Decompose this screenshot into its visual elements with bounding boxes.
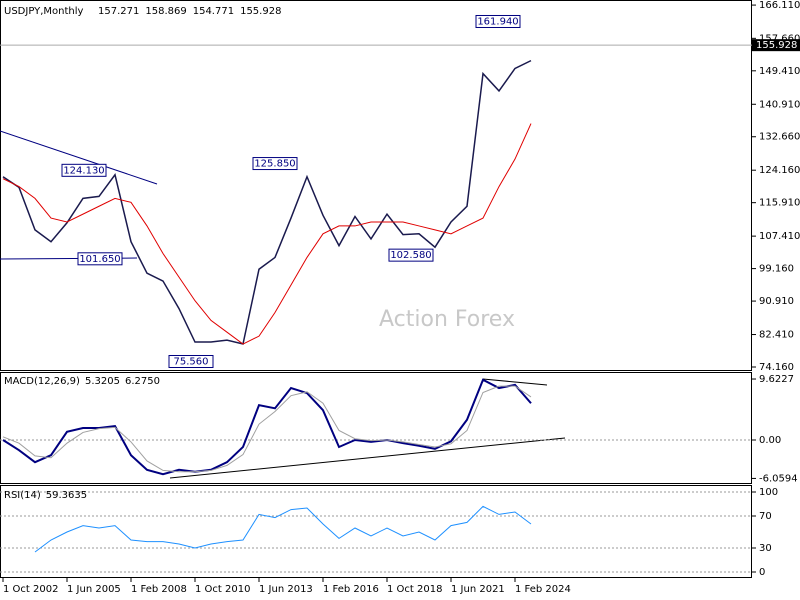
y-tick-label: 74.160 bbox=[759, 362, 794, 373]
x-tick-label: 1 Feb 2016 bbox=[323, 584, 379, 595]
series-line bbox=[34, 505, 532, 553]
annotation-box bbox=[77, 252, 123, 266]
indicator-title: MACD(12,26,9) bbox=[4, 376, 80, 387]
annotation-label: 124.130 bbox=[63, 165, 104, 176]
y-tick-label: 149.410 bbox=[759, 66, 800, 77]
y-tick-label: 90.910 bbox=[759, 296, 794, 307]
y-tick-label: 30 bbox=[759, 543, 772, 554]
annotation-label: 101.650 bbox=[79, 254, 120, 265]
series-line bbox=[2, 378, 532, 476]
annotation-label: 75.560 bbox=[174, 356, 209, 367]
macd-panel bbox=[0, 372, 752, 484]
y-tick-label: 99.160 bbox=[759, 264, 794, 275]
y-tick-label: -6.0594 bbox=[759, 473, 798, 484]
y-tick-label: 107.410 bbox=[759, 231, 800, 242]
annotation-label: 102.580 bbox=[390, 250, 431, 261]
quote-value: 157.271 bbox=[98, 6, 139, 17]
annotation-label: 161.940 bbox=[477, 16, 518, 27]
y-tick-label: 70 bbox=[759, 511, 772, 522]
last-price-box bbox=[752, 39, 800, 52]
x-tick-label: 1 Jun 2013 bbox=[259, 584, 313, 595]
macd-trend-line bbox=[169, 437, 566, 479]
annotation-box bbox=[61, 163, 107, 177]
y-tick-label: 0.00 bbox=[759, 435, 781, 446]
rsi-panel bbox=[0, 485, 752, 578]
x-tick-label: 1 Oct 2010 bbox=[195, 584, 250, 595]
x-tick-label: 1 Oct 2002 bbox=[3, 584, 58, 595]
indicator-value: 5.3205 bbox=[85, 376, 120, 387]
quote-value: 158.869 bbox=[145, 6, 186, 17]
quote-value: 155.928 bbox=[240, 6, 281, 17]
annotation-box bbox=[475, 14, 521, 28]
last-price-label: 155.928 bbox=[756, 40, 797, 51]
annotation-box bbox=[252, 157, 298, 171]
y-tick-label: 124.160 bbox=[759, 165, 800, 176]
y-tick-label: 132.660 bbox=[759, 132, 800, 143]
y-tick-label: 9.6227 bbox=[759, 374, 794, 385]
annotation-box bbox=[168, 354, 214, 368]
indicator-title: RSI(14) bbox=[4, 490, 41, 501]
y-tick-label: 100 bbox=[759, 487, 778, 498]
y-tick-label: 166.110 bbox=[759, 0, 800, 11]
watermark: Action Forex bbox=[379, 307, 515, 332]
annotation-box bbox=[388, 248, 434, 262]
x-tick-label: 1 Feb 2024 bbox=[515, 584, 571, 595]
y-tick-label: 140.910 bbox=[759, 99, 800, 110]
y-tick-label: 157.660 bbox=[759, 33, 800, 44]
y-tick-label: 0 bbox=[759, 567, 765, 578]
annotation-label: 125.850 bbox=[254, 159, 295, 170]
series-line bbox=[2, 123, 532, 345]
macd-trend-line bbox=[482, 378, 548, 386]
x-tick-label: 1 Feb 2008 bbox=[131, 584, 187, 595]
price-panel bbox=[0, 0, 752, 371]
x-tick-label: 1 Jun 2005 bbox=[67, 584, 121, 595]
indicator-value: 59.3635 bbox=[46, 490, 87, 501]
indicator-value: 6.2750 bbox=[125, 376, 160, 387]
x-tick-label: 1 Jun 2021 bbox=[451, 584, 505, 595]
y-tick-label: 82.410 bbox=[759, 330, 794, 341]
series-line bbox=[2, 385, 532, 473]
trend-line bbox=[0, 130, 158, 185]
series-line bbox=[2, 59, 532, 345]
quote-value: 154.771 bbox=[193, 6, 234, 17]
y-tick-label: 115.910 bbox=[759, 198, 800, 209]
x-tick-label: 1 Oct 2018 bbox=[387, 584, 442, 595]
symbol: USDJPY,Monthly bbox=[4, 6, 84, 17]
